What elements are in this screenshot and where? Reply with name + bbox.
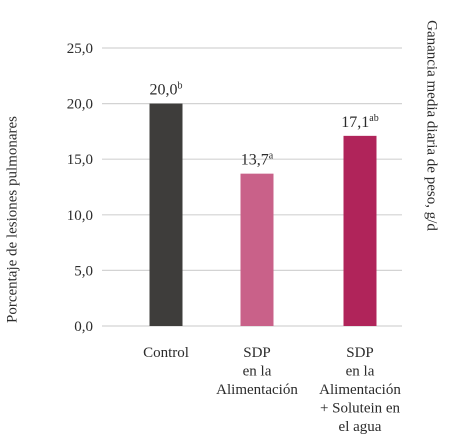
data-label-1: 13,7a: [241, 151, 274, 169]
data-label-0: 20,0b: [150, 81, 183, 99]
bar-2: [343, 135, 377, 326]
category-label-2-line-3: + Solutein en: [320, 401, 401, 417]
category-labels: Control SDP en la Alimentación SDP en la Alime…: [143, 345, 401, 435]
category-label-2-line-0: SDP: [346, 345, 374, 361]
y-tick-label-3: 15,0: [67, 152, 93, 168]
bar-0: [149, 103, 183, 326]
category-label-1-line-2: Alimentación: [216, 382, 298, 398]
y-tick-label-4: 20,0: [67, 97, 93, 113]
data-label-sup-2: ab: [369, 113, 378, 124]
category-label-0-line-0: Control: [143, 345, 189, 361]
data-label-value-1: 13,7: [241, 152, 269, 169]
y-tick-label-2: 10,0: [67, 208, 93, 224]
y-tick-label-0: 0,0: [74, 319, 93, 335]
data-label-value-0: 20,0: [150, 82, 178, 99]
data-label-2: 17,1ab: [341, 113, 378, 131]
data-label-sup-1: a: [269, 151, 274, 162]
bars: [149, 103, 377, 326]
data-label-value-2: 17,1: [341, 114, 369, 131]
category-label-2-line-4: el agua: [339, 419, 382, 435]
category-label-1-line-0: SDP: [243, 345, 271, 361]
bar-1: [240, 173, 274, 326]
y-tick-labels: 0,0 5,0 10,0 15,0 20,0 25,0: [67, 41, 93, 335]
category-label-2-line-1: en la: [346, 364, 375, 380]
data-label-sup-0: b: [178, 81, 183, 92]
y-tick-label-5: 25,0: [67, 41, 93, 57]
category-label-1-line-1: en la: [243, 364, 272, 380]
category-label-2-line-2: Alimentación: [319, 382, 401, 398]
y-tick-label-1: 5,0: [74, 263, 93, 279]
